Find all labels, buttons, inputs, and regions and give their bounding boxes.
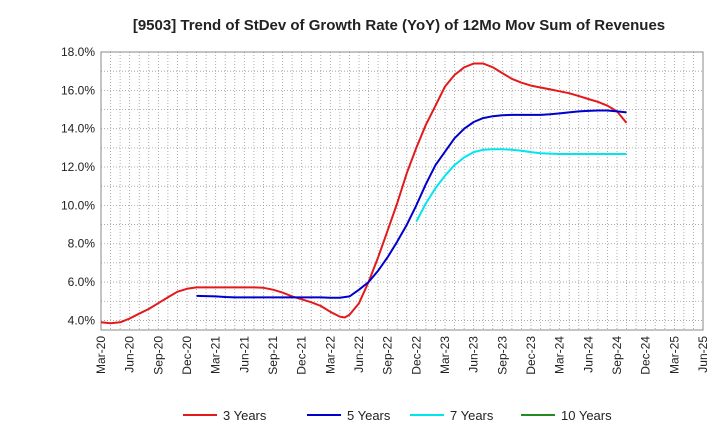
x-tick-label: Sep-24 — [610, 336, 624, 375]
y-tick-label: 8.0% — [68, 237, 96, 251]
x-tick-label: Jun-22 — [352, 336, 366, 373]
x-tick-label: Sep-21 — [266, 336, 280, 375]
x-tick-label: Mar-24 — [553, 336, 567, 374]
series-line-3-years — [100, 62, 628, 325]
series-line-5-years — [196, 109, 627, 299]
x-tick-label: Dec-23 — [524, 336, 538, 375]
x-tick-label: Jun-25 — [696, 336, 710, 373]
y-tick-label: 6.0% — [68, 275, 96, 289]
y-tick-label: 16.0% — [61, 83, 95, 97]
y-tick-label: 12.0% — [61, 160, 95, 174]
x-tick-label: Sep-20 — [151, 336, 165, 375]
series-line-7-years — [415, 148, 627, 223]
x-tick-label: Dec-21 — [295, 336, 309, 375]
x-tick-label: Sep-23 — [495, 336, 509, 375]
x-tick-label: Mar-23 — [438, 336, 452, 374]
y-tick-label: 14.0% — [61, 122, 95, 136]
legend-label: 10 Years — [561, 408, 612, 423]
y-tick-label: 18.0% — [61, 45, 95, 59]
grid — [101, 52, 703, 330]
x-tick-label: Mar-21 — [209, 336, 223, 374]
legend-label: 3 Years — [223, 408, 267, 423]
y-tick-label: 4.0% — [68, 313, 96, 327]
x-tick-label: Dec-20 — [180, 336, 194, 375]
y-axis: 4.0% 6.0% 8.0% 10.0% 12.0% 14.0% 16.0% 18.0% — [61, 45, 95, 327]
legend-label: 7 Years — [450, 408, 494, 423]
plot-frame — [100, 51, 704, 331]
legend-label: 5 Years — [347, 408, 391, 423]
x-tick-label: Jun-24 — [581, 336, 595, 373]
x-tick-label: Jun-20 — [123, 336, 137, 373]
x-tick-label: Sep-22 — [381, 336, 395, 375]
series-group — [100, 62, 628, 325]
x-tick-label: Mar-22 — [323, 336, 337, 374]
x-tick-label: Jun-23 — [467, 336, 481, 373]
chart-title: [9503] Trend of StDev of Growth Rate (Yo… — [133, 17, 665, 34]
x-tick-label: Jun-21 — [237, 336, 251, 373]
y-tick-label: 10.0% — [61, 198, 95, 212]
x-axis: Mar-20 Jun-20 Sep-20 Dec-20 Mar-21 Jun-21 Sep-… — [94, 336, 710, 375]
legend: 3 Years 5 Years 7 Years 10 Years — [183, 408, 612, 423]
x-tick-label: Dec-24 — [639, 336, 653, 375]
x-tick-label: Mar-20 — [94, 336, 108, 374]
x-tick-label: Mar-25 — [667, 336, 681, 374]
x-tick-label: Dec-22 — [409, 336, 423, 375]
